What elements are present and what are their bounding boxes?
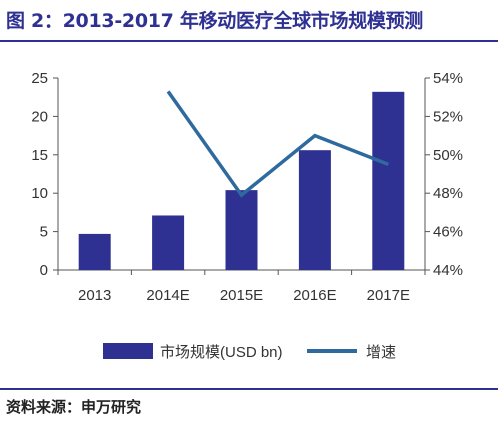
legend-swatch-bar [103, 343, 153, 359]
bar [298, 150, 331, 270]
y-left-tick-label: 15 [31, 147, 48, 164]
y-right-tick-label: 46% [433, 224, 463, 241]
y-left-tick-label: 20 [31, 108, 48, 125]
x-tick-label: 2014E [146, 287, 189, 304]
x-tick-label: 2013 [78, 287, 111, 304]
x-tick-label: 2015E [220, 287, 263, 304]
bar [372, 91, 405, 270]
y-right-tick-label: 50% [433, 147, 463, 164]
chart: 0 5 10 15 20 25 44% 46% 48% 50% 52% 54% 2013 2014E 201… [31, 70, 463, 361]
y-right-tick-label: 48% [433, 185, 463, 202]
x-tick-label: 2016E [293, 287, 336, 304]
chart-axes: 0 5 10 15 20 25 44% 46% 48% 50% 52% 54% 2013 2014E 201… [31, 70, 463, 304]
bar [225, 190, 258, 270]
source-note: 资料来源：申万研究 [6, 398, 142, 416]
y-left-tick-label: 5 [40, 224, 48, 241]
bar [152, 215, 185, 270]
chart-title: 图 2：2013-2017 年移动医疗全球市场规模预测 [6, 10, 423, 32]
line-series [166, 90, 389, 198]
y-left-tick-label: 0 [40, 262, 48, 279]
y-left-tick-label: 10 [31, 185, 48, 202]
bar [78, 233, 111, 270]
title-divider [0, 40, 498, 42]
y-left-tick-label: 25 [31, 70, 48, 87]
footer-divider [0, 388, 498, 390]
y-right-tick-label: 54% [433, 70, 463, 87]
legend-label-line: 增速 [366, 344, 396, 361]
growth-line [166, 90, 389, 198]
y-right-tick-label: 52% [433, 108, 463, 125]
legend-label-bar: 市场规模(USD bn) [160, 344, 283, 361]
chart-legend: 市场规模(USD bn) 增速 [103, 343, 396, 361]
y-right-tick-label: 44% [433, 262, 463, 279]
bar-series [78, 91, 405, 270]
x-tick-label: 2017E [367, 287, 410, 304]
